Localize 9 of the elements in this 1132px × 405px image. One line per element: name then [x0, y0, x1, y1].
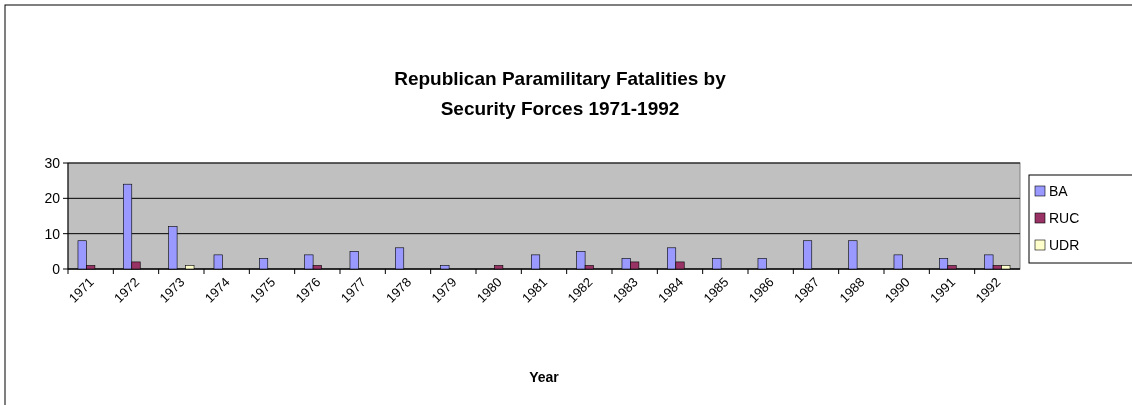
legend-label: RUC: [1049, 209, 1080, 226]
chart-title: Republican Paramilitary Fatalities by Security Forces 1971-1992: [394, 68, 727, 119]
x-axis-title: Year: [529, 369, 560, 385]
legend-label: BA: [1049, 182, 1069, 199]
y-tick-label: 0: [52, 260, 61, 277]
legend-label: UDR: [1049, 236, 1080, 253]
y-tick-label: 10: [44, 225, 61, 242]
y-tick-label: 20: [44, 190, 61, 207]
y-tick-label: 30: [44, 154, 61, 171]
